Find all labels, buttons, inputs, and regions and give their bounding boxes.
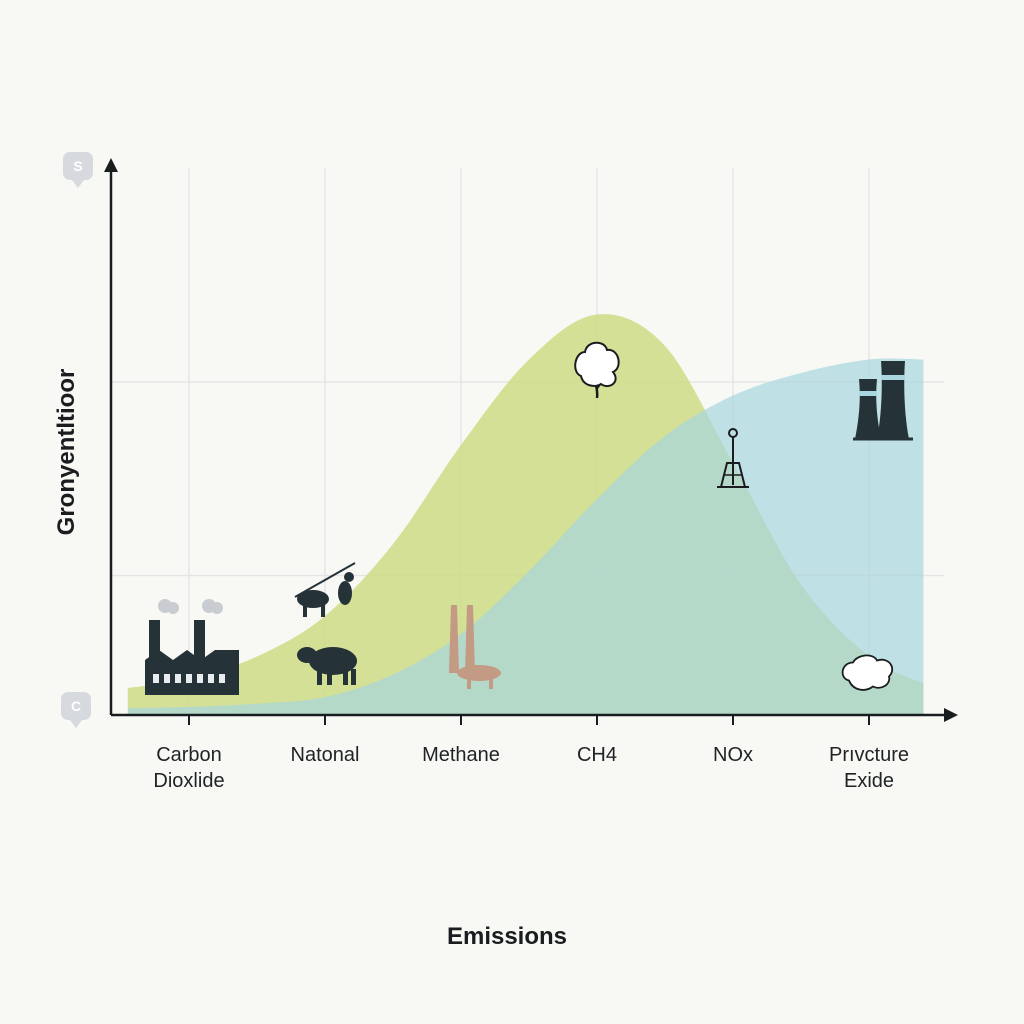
x-tick-label-line: Natonal — [291, 744, 360, 766]
x-axis-ticks — [188, 715, 870, 725]
y-axis-bottom-badge-label: C — [71, 698, 81, 714]
chart-icons — [145, 341, 913, 695]
oil-derrick-icon — [717, 428, 749, 488]
chart-axes — [104, 158, 958, 722]
x-tick-label: Natonal — [291, 744, 360, 766]
factory-icon — [145, 599, 239, 695]
x-tick-label: CH4 — [577, 744, 617, 766]
x-tick-label: Carbon Dioxlide — [153, 744, 224, 792]
x-tick-label-line: Prıvcture — [829, 744, 909, 766]
tree-icon — [574, 341, 620, 399]
x-tick-label: NOx — [713, 744, 753, 766]
x-tick-label-line: CH4 — [577, 744, 617, 766]
y-axis-title: Gronyentltioor — [53, 369, 80, 536]
x-axis-arrow — [944, 708, 958, 722]
cooling-towers-icon — [853, 361, 913, 441]
x-tick-label-line: Dioxlide — [153, 770, 224, 792]
x-tick-label: Methane — [422, 744, 500, 766]
smokestack-icon — [449, 605, 501, 689]
x-tick-label-line: Carbon — [156, 744, 222, 766]
x-axis-tick-labels: Carbon Dioxlide Natonal Methane CH4 NOx Prıvct… — [153, 744, 909, 792]
x-axis-title: Emissions — [447, 923, 567, 950]
y-axis-arrow — [104, 158, 118, 172]
x-tick-label-line: NOx — [713, 744, 753, 766]
herder-with-cattle-icon — [294, 562, 356, 617]
x-tick-label-line: Exide — [844, 770, 894, 792]
chart-areas — [127, 314, 924, 715]
cloud-icon — [841, 654, 894, 691]
y-axis-bottom-badge: C — [61, 692, 91, 728]
x-tick-label: Prıvcture Exide — [829, 744, 909, 792]
series-area-2 — [127, 358, 924, 715]
y-axis-top-badge: S — [63, 152, 93, 188]
y-axis-top-badge-label: S — [73, 158, 82, 174]
x-tick-label-line: Methane — [422, 744, 500, 766]
cow-icon — [297, 647, 357, 685]
